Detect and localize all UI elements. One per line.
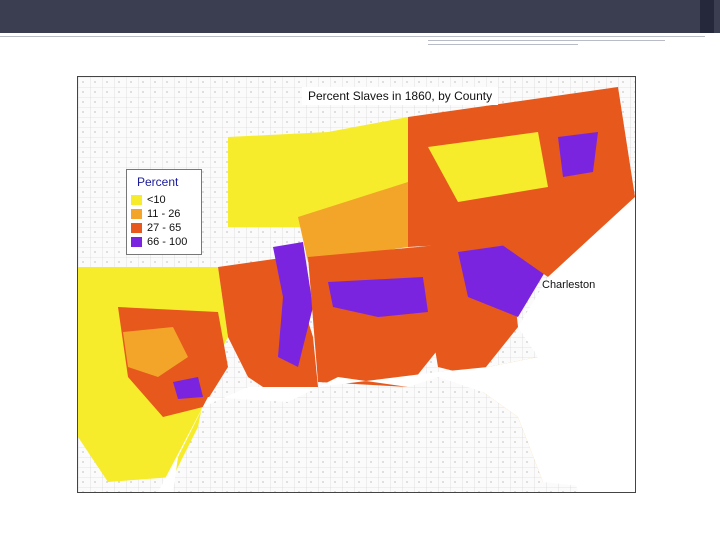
map-title: Percent Slaves in 1860, by County [302, 87, 499, 105]
region-texas-brazos [173, 377, 203, 399]
city-label-charleston: Charleston [542, 279, 596, 291]
legend-swatch [131, 209, 142, 219]
legend-swatch [131, 195, 142, 205]
legend-label: 11 - 26 [147, 208, 181, 220]
atlantic-ocean [543, 197, 635, 492]
slide-top-bar [0, 0, 720, 33]
legend-label: 66 - 100 [147, 236, 188, 248]
slide-tab-notch [700, 0, 714, 33]
region-texas-central [123, 327, 188, 377]
legend-item: <10 [131, 194, 166, 206]
county-map: Percent Slaves in 1860, by County Percen… [77, 76, 636, 493]
accent-line [428, 40, 665, 41]
legend-item: 27 - 65 [131, 222, 181, 234]
region-mississippi-delta [273, 242, 313, 367]
region-tennessee [298, 182, 408, 262]
legend-swatch [131, 237, 142, 247]
region-alabama-black-belt [328, 277, 428, 317]
legend-label: <10 [147, 194, 166, 206]
region-virginia-tidewater [558, 132, 598, 177]
legend-swatch [131, 223, 142, 233]
map-graphic [78, 77, 635, 492]
legend-item: 66 - 100 [131, 236, 187, 248]
map-legend: Percent <10 11 - 26 27 - 65 66 - 100 [126, 169, 202, 255]
region-appalachia [428, 132, 548, 202]
legend-title: Percent [137, 175, 179, 189]
accent-line [0, 36, 705, 37]
legend-label: 27 - 65 [147, 222, 182, 234]
legend-item: 11 - 26 [131, 208, 180, 220]
accent-line [428, 44, 578, 45]
